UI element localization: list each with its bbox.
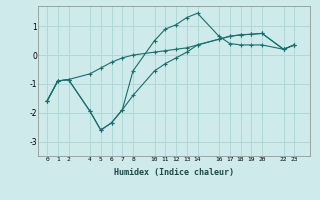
- X-axis label: Humidex (Indice chaleur): Humidex (Indice chaleur): [115, 168, 234, 177]
